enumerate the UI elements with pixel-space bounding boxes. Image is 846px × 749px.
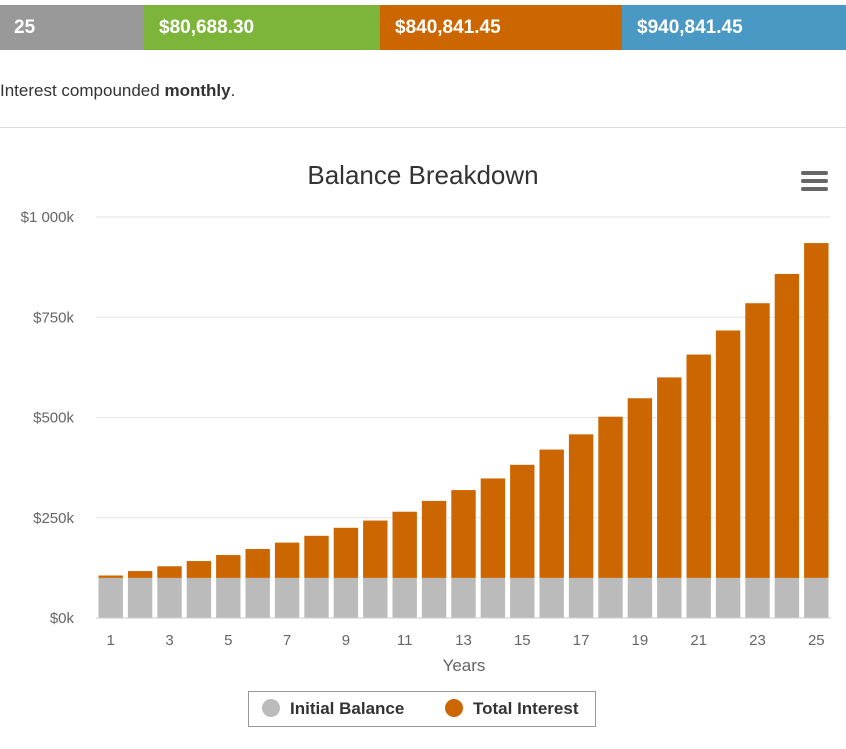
bar-total-interest	[598, 416, 623, 578]
bar-initial-balance	[598, 577, 623, 618]
bar-total-interest	[657, 377, 682, 578]
bar-initial-balance	[657, 577, 682, 618]
bar-initial-balance	[98, 577, 123, 618]
legend-label-initial-balance: Initial Balance	[290, 699, 405, 718]
legend-dot-initial-balance	[262, 699, 280, 717]
bar-total-interest	[216, 555, 241, 578]
bar-total-interest	[686, 354, 711, 578]
bar-total-interest	[480, 478, 506, 578]
note-prefix: Interest compounded	[0, 81, 165, 100]
bar-initial-balance	[804, 577, 829, 618]
bar-initial-balance	[745, 577, 770, 618]
x-tick-label: 3	[165, 632, 173, 649]
bar-total-interest	[304, 535, 329, 578]
bar-initial-balance	[363, 577, 388, 618]
x-tick-label: 23	[749, 632, 766, 649]
legend-item-initial-balance[interactable]: Initial Balance	[262, 692, 404, 726]
bar-initial-balance	[186, 577, 212, 618]
bar-initial-balance	[421, 577, 447, 618]
bar-total-interest	[186, 561, 212, 578]
x-tick-label: 5	[224, 632, 232, 649]
bar-initial-balance	[333, 577, 359, 618]
bar-initial-balance	[274, 577, 300, 618]
bar-initial-balance	[510, 577, 535, 618]
bar-total-interest	[274, 542, 300, 578]
bar-initial-balance	[627, 577, 653, 618]
x-tick-label: 9	[342, 632, 350, 649]
summary-contributions: $80,688.30	[144, 5, 380, 50]
bar-initial-balance	[216, 577, 241, 618]
y-tick-label: $500k	[33, 410, 74, 427]
note-frequency: monthly	[164, 81, 231, 100]
bar-total-interest	[363, 520, 388, 578]
bar-initial-balance	[774, 577, 800, 618]
bar-total-interest	[774, 273, 800, 578]
chart-legend: Initial Balance Total Interest	[248, 691, 596, 727]
bar-total-interest	[333, 527, 359, 578]
x-tick-label: 21	[690, 632, 707, 649]
summary-years: 25	[0, 5, 144, 50]
bar-total-interest	[804, 243, 829, 578]
bar-total-interest	[568, 434, 594, 578]
x-tick-label: 13	[455, 632, 472, 649]
summary-interest: $840,841.45	[380, 5, 622, 50]
bar-initial-balance	[157, 577, 182, 618]
legend-dot-total-interest	[445, 699, 463, 717]
bar-initial-balance	[127, 577, 153, 618]
y-tick-label: $750k	[33, 309, 74, 326]
bar-total-interest	[127, 571, 153, 578]
y-tick-label: $250k	[33, 510, 74, 527]
bar-total-interest	[392, 511, 417, 578]
x-tick-label: 19	[632, 632, 649, 649]
bar-total-interest	[421, 500, 447, 578]
x-tick-label: 1	[107, 632, 115, 649]
bar-initial-balance	[304, 577, 329, 618]
bar-total-interest	[745, 303, 770, 578]
note-suffix: .	[230, 81, 236, 100]
x-tick-label: 7	[283, 632, 291, 649]
legend-item-total-interest[interactable]: Total Interest	[445, 692, 578, 726]
hamburger-menu-icon[interactable]	[801, 171, 828, 193]
divider	[0, 127, 846, 128]
bar-total-interest	[451, 490, 476, 578]
bar-initial-balance	[568, 577, 594, 618]
legend-label-total-interest: Total Interest	[473, 699, 579, 718]
bar-total-interest	[245, 549, 270, 578]
bar-initial-balance	[686, 577, 711, 618]
bar-total-interest	[510, 464, 535, 578]
chart-title: Balance Breakdown	[307, 160, 539, 190]
x-tick-label: 17	[573, 632, 590, 649]
bar-initial-balance	[715, 577, 741, 618]
bar-initial-balance	[539, 577, 564, 618]
summary-bar: 25 $80,688.30 $840,841.45 $940,841.45	[0, 5, 846, 50]
bar-total-interest	[98, 575, 123, 578]
x-axis-title: Years	[443, 656, 486, 675]
x-tick-label: 11	[397, 632, 413, 649]
summary-total: $940,841.45	[622, 5, 846, 50]
bar-initial-balance	[392, 577, 417, 618]
bar-total-interest	[157, 566, 182, 578]
bar-total-interest	[715, 330, 741, 578]
compounding-note: Interest compounded monthly.	[0, 81, 235, 101]
bar-initial-balance	[451, 577, 476, 618]
y-tick-label: $1 000k	[21, 209, 75, 226]
bar-initial-balance	[480, 577, 506, 618]
bar-total-interest	[539, 449, 564, 578]
bar-total-interest	[627, 398, 653, 578]
x-tick-label: 25	[808, 632, 825, 649]
bar-initial-balance	[245, 577, 270, 618]
y-tick-label: $0k	[50, 610, 75, 627]
x-tick-label: 15	[514, 632, 531, 649]
